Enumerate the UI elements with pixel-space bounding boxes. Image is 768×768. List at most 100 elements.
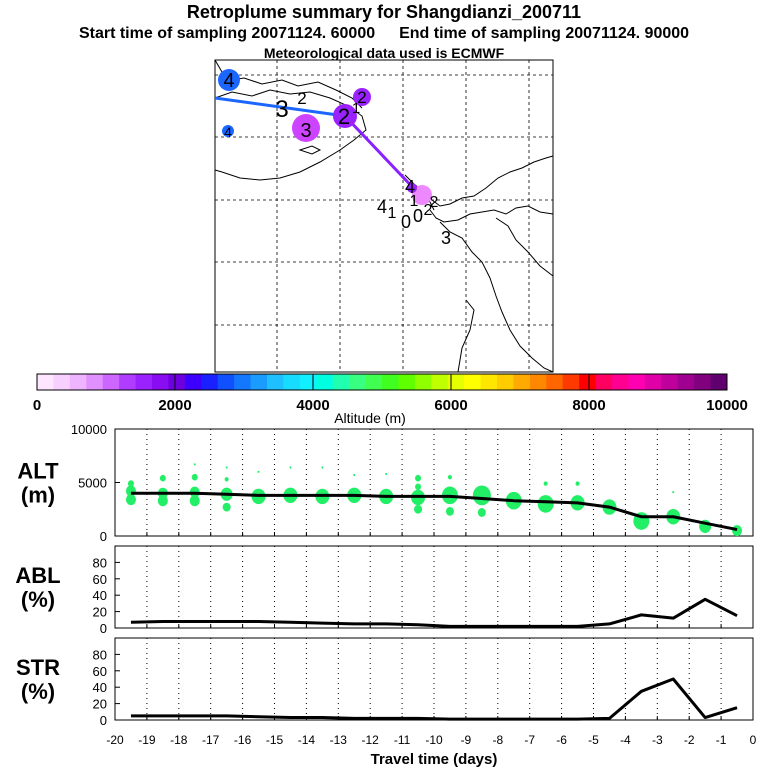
plume-point [127, 480, 134, 487]
colorbar-cell [464, 374, 482, 390]
cluster-marker [292, 114, 320, 142]
colorbar-cell [365, 374, 383, 390]
trajectory-tracks [214, 96, 422, 197]
start-time: Start time of sampling 20071124. 60000 [78, 25, 376, 42]
plume-point [353, 473, 356, 477]
x-tick-label: -17 [202, 733, 220, 747]
x-tick-label: -4 [620, 733, 631, 747]
track-segment-near [343, 114, 422, 197]
colorbar-cell [86, 374, 104, 390]
y-tick-label: 10000 [71, 422, 107, 437]
y-tick-label: 0 [100, 529, 107, 544]
x-axis-label: Travel time (days) [371, 751, 498, 768]
y-tick-label: 20 [93, 605, 107, 620]
plume-point [447, 474, 452, 480]
colorbar-cell [234, 374, 252, 390]
colorbar-label: Altitude (m) [334, 410, 406, 426]
plume-point [415, 483, 422, 491]
cluster-label: 1 [388, 205, 397, 222]
colorbar-cell [267, 374, 284, 390]
x-tick-label: 0 [750, 733, 757, 747]
y-tick-label: 20 [93, 697, 107, 712]
colorbar-cell [283, 374, 301, 390]
cluster-marker [222, 125, 234, 137]
cluster-label: 4 [377, 197, 387, 217]
colorbar-cell [168, 374, 186, 390]
plume-point [672, 491, 675, 494]
colorbar-cell [677, 374, 695, 390]
cluster-label: 1 [352, 100, 360, 117]
colorbar-cell [184, 374, 202, 390]
cluster-label: 3 [441, 228, 451, 248]
colorbar-cell [431, 374, 449, 390]
colorbar-tick-label: 8000 [572, 397, 605, 414]
colorbar-cell [513, 374, 531, 390]
colorbar-cell [349, 374, 367, 390]
x-tick-label: -15 [266, 733, 284, 747]
colorbar-cell [497, 374, 514, 390]
y-tick-label: 60 [93, 664, 107, 679]
x-tick-label: -3 [652, 733, 663, 747]
colorbar-cell [447, 374, 465, 390]
plume-point [415, 474, 422, 482]
panel-ylabel: ALT [17, 459, 59, 484]
x-tick-label: -8 [492, 733, 503, 747]
cluster-marker [407, 183, 417, 193]
plume-point [445, 506, 454, 516]
plume-point [225, 466, 228, 469]
colorbar-cell [710, 374, 728, 390]
cluster-marker [412, 185, 432, 205]
colorbar-cells [37, 374, 728, 390]
plume-point [477, 508, 486, 517]
colorbar-cell [37, 374, 54, 390]
plume-point [257, 470, 260, 473]
x-tick-label: -6 [556, 733, 567, 747]
plume-point [289, 466, 292, 469]
panel-ylabel: ABL [15, 563, 60, 588]
panel-ylabel: (m) [21, 483, 55, 508]
y-tick-label: 5000 [78, 476, 107, 491]
y-tick-label: 40 [93, 680, 107, 695]
colorbar-cell [299, 374, 317, 390]
plume-point [732, 525, 743, 537]
series-line-str [130, 677, 738, 721]
y-tick-label: 60 [93, 572, 107, 587]
track-segment-far [214, 96, 346, 118]
cluster-label: 3 [275, 96, 288, 123]
cluster-label: 4 [224, 124, 232, 140]
plume-point [472, 485, 491, 506]
plume-point [193, 463, 196, 466]
plume-point [189, 495, 200, 507]
panel-alt: 10000 5000 0 ALT(m) [17, 422, 754, 544]
colorbar-cell [102, 374, 120, 390]
map-frame [214, 59, 554, 373]
colorbar-cell [250, 374, 268, 390]
colorbar-cell [332, 374, 350, 390]
colorbar-cell [579, 374, 597, 390]
cluster-label: 2 [338, 104, 350, 129]
cluster-label: 1 [410, 193, 419, 210]
cluster-label: 4 [405, 177, 415, 197]
cluster-label: 2 [357, 88, 366, 107]
x-tick-label: -13 [330, 733, 348, 747]
plume-point [159, 474, 166, 482]
colorbar-cell [398, 374, 416, 390]
end-time: End time of sampling 20071124. 90000 [399, 25, 690, 42]
colorbar-cell [53, 374, 71, 390]
x-tick-label: -7 [524, 733, 535, 747]
plume-point [385, 472, 388, 476]
sampling-times: Start time of sampling 20071124. 60000 En… [0, 25, 768, 43]
x-tick-label: -10 [425, 733, 443, 747]
cluster-label: 3 [300, 120, 311, 142]
plume-point [537, 495, 554, 513]
x-tick-label: -18 [170, 733, 188, 747]
plume-point [321, 466, 324, 469]
coastline [214, 59, 554, 373]
colorbar-cell [546, 374, 564, 390]
cluster-markers [218, 69, 432, 205]
met-data-label: Meteorological data used is ECMWF [263, 45, 505, 61]
